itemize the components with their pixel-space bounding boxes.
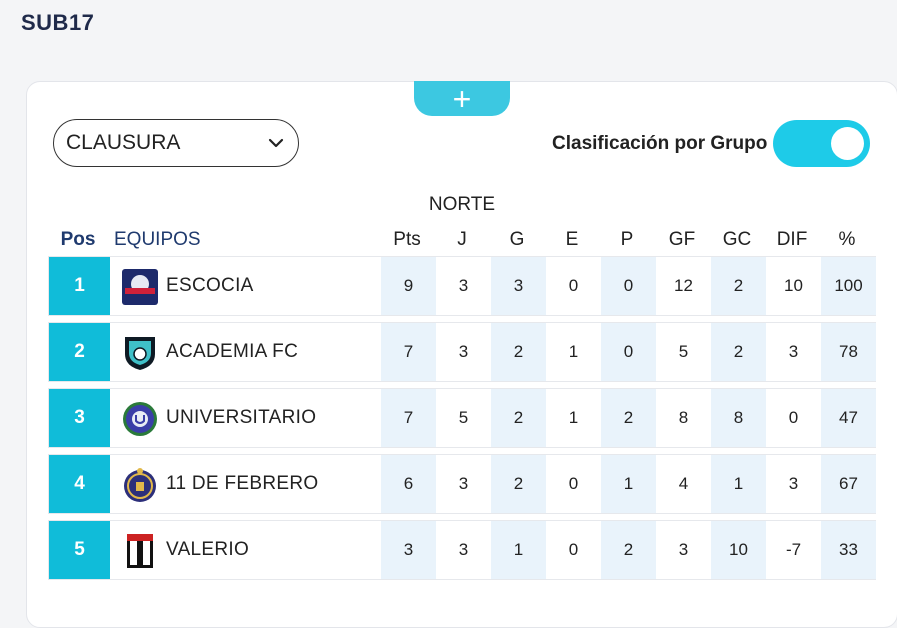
group-name: NORTE	[428, 194, 496, 215]
team-name[interactable]: 11 DE FEBRERO	[166, 473, 319, 494]
academia-fc-logo	[121, 334, 159, 372]
stat-pts: 7	[381, 389, 436, 447]
stat-e: 1	[568, 342, 579, 361]
stat-pts: 7	[381, 323, 436, 381]
chevron-down-icon	[268, 135, 284, 151]
stat-gc: 2	[711, 257, 766, 315]
page-title: SUB17	[21, 10, 95, 35]
tournament-select-value: CLAUSURA	[66, 131, 181, 154]
stat-e: 0	[568, 276, 579, 295]
table-row[interactable]: 3 UNIVERSITARIO 7 5 2 1 2 8 8 0 47	[48, 388, 876, 448]
escocia-logo	[121, 268, 159, 306]
group-toggle-label: Clasificación por Grupo	[552, 133, 768, 154]
11-de-febrero-logo	[121, 466, 159, 504]
table-row[interactable]: 1 ESCOCIA 9 3 3 0 0 12 2 10 100	[48, 256, 876, 316]
group-toggle[interactable]	[773, 120, 870, 167]
position-cell: 2	[49, 323, 110, 381]
header-team: EQUIPOS	[114, 229, 201, 250]
header-pct: %	[838, 229, 856, 250]
stat-gf: 5	[678, 342, 689, 361]
position-cell: 5	[49, 521, 110, 579]
stat-j: 3	[458, 540, 469, 559]
stat-g: 2	[491, 455, 546, 513]
stat-e: 0	[568, 540, 579, 559]
stat-gf: 4	[678, 474, 689, 493]
table-row[interactable]: 4 11 DE FEBRERO 6 3 2 0 1 4 1 3 67	[48, 454, 876, 514]
stat-gf: 3	[678, 540, 689, 559]
stat-gc: 8	[711, 389, 766, 447]
table-row[interactable]: 2 ACADEMIA FC 7 3 2 1 0 5 2 3 78	[48, 322, 876, 382]
header-p: P	[620, 229, 634, 250]
header-g: G	[509, 229, 525, 250]
valerio-logo	[121, 532, 159, 570]
stat-pts: 3	[381, 521, 436, 579]
stat-g: 2	[491, 389, 546, 447]
position-cell: 3	[49, 389, 110, 447]
team-name[interactable]: VALERIO	[166, 539, 250, 560]
stat-pct: 78	[821, 323, 876, 381]
stat-gc: 1	[711, 455, 766, 513]
stat-dif: 3	[788, 474, 799, 493]
header-pts: Pts	[393, 229, 421, 250]
header-pos: Pos	[60, 229, 96, 250]
stat-j: 3	[458, 474, 469, 493]
toggle-knob	[831, 127, 864, 160]
stat-e: 0	[568, 474, 579, 493]
stat-j: 5	[458, 408, 469, 427]
universitario-logo	[121, 400, 159, 438]
stat-gf: 12	[674, 276, 693, 295]
team-name[interactable]: ACADEMIA FC	[166, 341, 299, 362]
tournament-select[interactable]: CLAUSURA	[53, 119, 299, 167]
stat-pct: 67	[821, 455, 876, 513]
stat-g: 3	[491, 257, 546, 315]
stat-pct: 47	[821, 389, 876, 447]
stat-gc: 2	[711, 323, 766, 381]
team-name[interactable]: UNIVERSITARIO	[166, 407, 317, 428]
stat-p: 1	[601, 455, 656, 513]
stat-gf: 8	[678, 408, 689, 427]
header-gc: GC	[722, 229, 752, 250]
stat-e: 1	[568, 408, 579, 427]
table-row[interactable]: 5 VALERIO 3 3 1 0 2 3 10 -7 33	[48, 520, 876, 580]
table-header: Pos EQUIPOS Pts J G E P GF GC DIF %	[0, 229, 897, 253]
header-gf: GF	[668, 229, 696, 250]
header-dif: DIF	[776, 229, 808, 250]
position-cell: 4	[49, 455, 110, 513]
stat-j: 3	[458, 276, 469, 295]
stat-p: 0	[601, 323, 656, 381]
stat-g: 1	[491, 521, 546, 579]
stat-dif: 3	[788, 342, 799, 361]
stat-p: 2	[601, 389, 656, 447]
stat-dif: -7	[785, 540, 802, 559]
stat-j: 3	[458, 342, 469, 361]
stat-gc: 10	[711, 521, 766, 579]
header-j: J	[457, 229, 467, 250]
stat-pts: 9	[381, 257, 436, 315]
stat-dif: 0	[788, 408, 799, 427]
header-e: E	[565, 229, 579, 250]
add-button[interactable]: +	[414, 81, 510, 116]
stat-pct: 100	[821, 257, 876, 315]
position-cell: 1	[49, 257, 110, 315]
stat-dif: 10	[784, 276, 803, 295]
stat-g: 2	[491, 323, 546, 381]
stat-p: 2	[601, 521, 656, 579]
stat-pct: 33	[821, 521, 876, 579]
team-name[interactable]: ESCOCIA	[166, 275, 254, 296]
stat-p: 0	[601, 257, 656, 315]
stat-pts: 6	[381, 455, 436, 513]
